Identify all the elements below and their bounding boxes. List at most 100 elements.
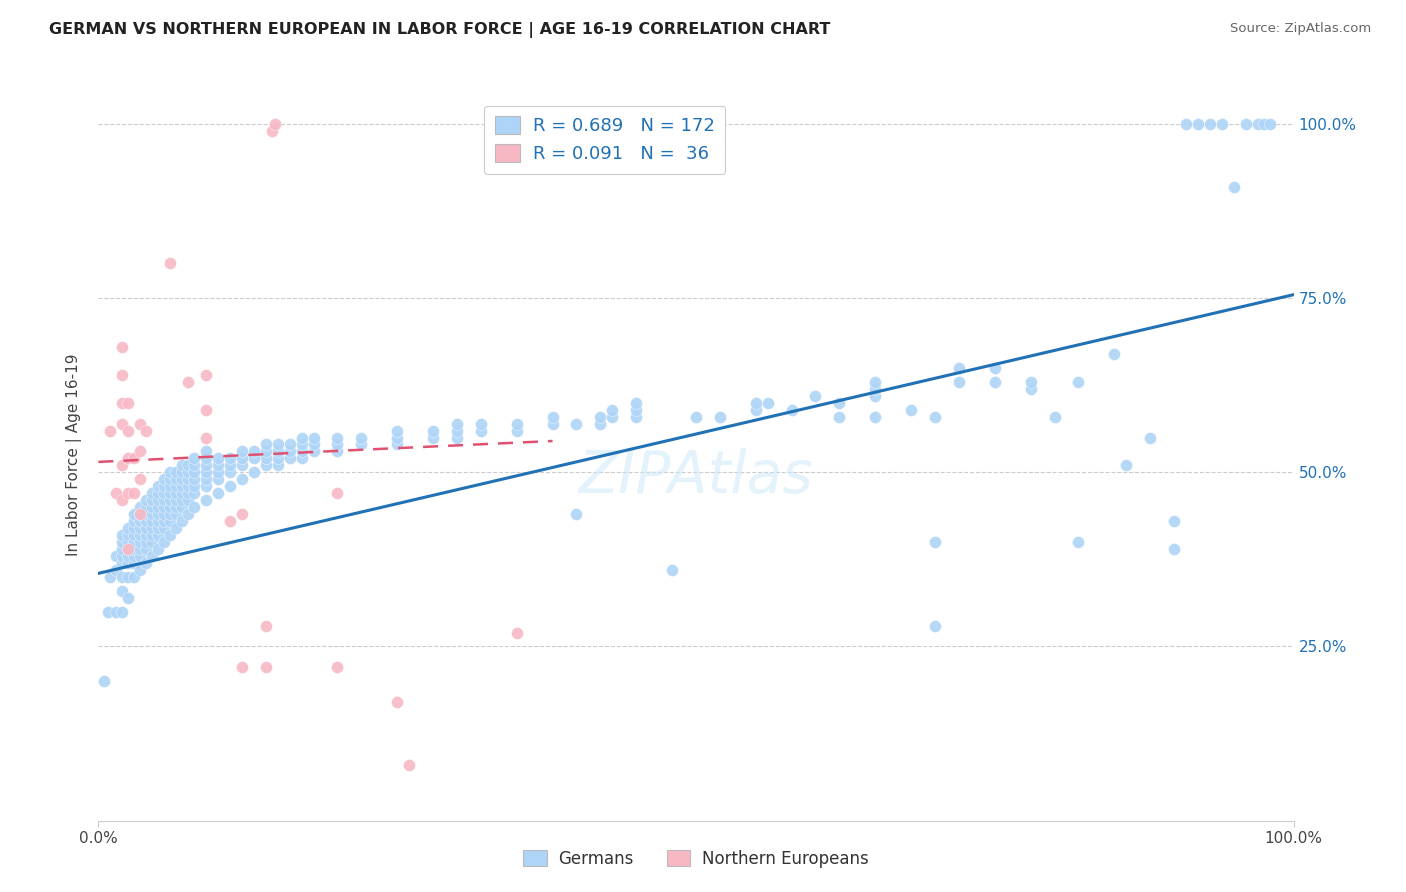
Point [326,444,349,458]
Text: Source: ZipAtlas.com: Source: ZipAtlas.com [1230,22,1371,36]
Point [177,375,200,389]
Point [243,466,266,480]
Point [900,402,922,417]
Point [111,528,134,542]
Point [124,570,146,584]
Point [350,437,373,451]
Point [863,382,887,396]
Point [148,541,170,556]
Point [602,402,624,417]
Point [141,486,163,500]
Point [159,528,181,542]
Point [172,458,194,473]
Point [1198,117,1220,131]
Point [148,507,170,521]
Point [129,541,152,556]
Point [141,521,163,535]
Point [129,507,152,521]
Point [446,417,468,431]
Point [111,493,134,508]
Point [602,409,624,424]
Point [254,437,277,451]
Point [291,430,314,444]
Point [183,472,205,486]
Point [159,466,181,480]
Point [111,583,134,598]
Point [924,535,946,549]
Point [183,451,205,466]
Point [129,417,152,431]
Point [1253,117,1275,131]
Point [177,486,200,500]
Point [326,660,349,674]
Point [254,451,277,466]
Point [1139,430,1161,444]
Point [506,417,529,431]
Point [124,556,146,570]
Point [165,521,187,535]
Point [541,409,564,424]
Point [1019,382,1042,396]
Point [422,424,444,438]
Point [626,402,648,417]
Point [117,556,139,570]
Point [231,472,253,486]
Point [863,375,887,389]
Point [153,507,176,521]
Point [172,500,194,515]
Y-axis label: In Labor Force | Age 16-19: In Labor Force | Age 16-19 [66,353,83,557]
Point [172,493,194,508]
Point [117,591,139,605]
Point [172,514,194,528]
Point [177,458,200,473]
Point [291,437,314,451]
Point [183,500,205,515]
Point [148,528,170,542]
Point [264,117,287,131]
Point [804,389,827,403]
Point [194,466,218,480]
Point [924,409,946,424]
Point [135,528,157,542]
Point [422,430,444,444]
Point [135,493,157,508]
Point [165,472,187,486]
Point [111,570,134,584]
Point [446,430,468,444]
Point [159,493,181,508]
Point [243,444,266,458]
Point [1175,117,1198,131]
Point [111,605,134,619]
Point [141,535,163,549]
Point [135,514,157,528]
Point [177,466,200,480]
Point [207,451,229,466]
Point [159,256,181,270]
Point [177,507,200,521]
Point [117,521,139,535]
Point [219,514,242,528]
Point [243,451,266,466]
Point [302,430,325,444]
Point [117,549,139,563]
Point [231,444,253,458]
Point [159,507,181,521]
Point [1246,117,1268,131]
Point [194,472,218,486]
Point [863,389,887,403]
Point [98,570,122,584]
Point [207,458,229,473]
Point [984,375,1007,389]
Point [254,618,277,632]
Text: ZIPAtlas: ZIPAtlas [579,449,813,506]
Point [1102,347,1125,361]
Point [117,541,139,556]
Point [111,556,134,570]
Point [219,479,242,493]
Point [326,486,349,500]
Point [685,409,707,424]
Point [111,417,134,431]
Point [1163,514,1185,528]
Point [129,444,152,458]
Point [1211,117,1233,131]
